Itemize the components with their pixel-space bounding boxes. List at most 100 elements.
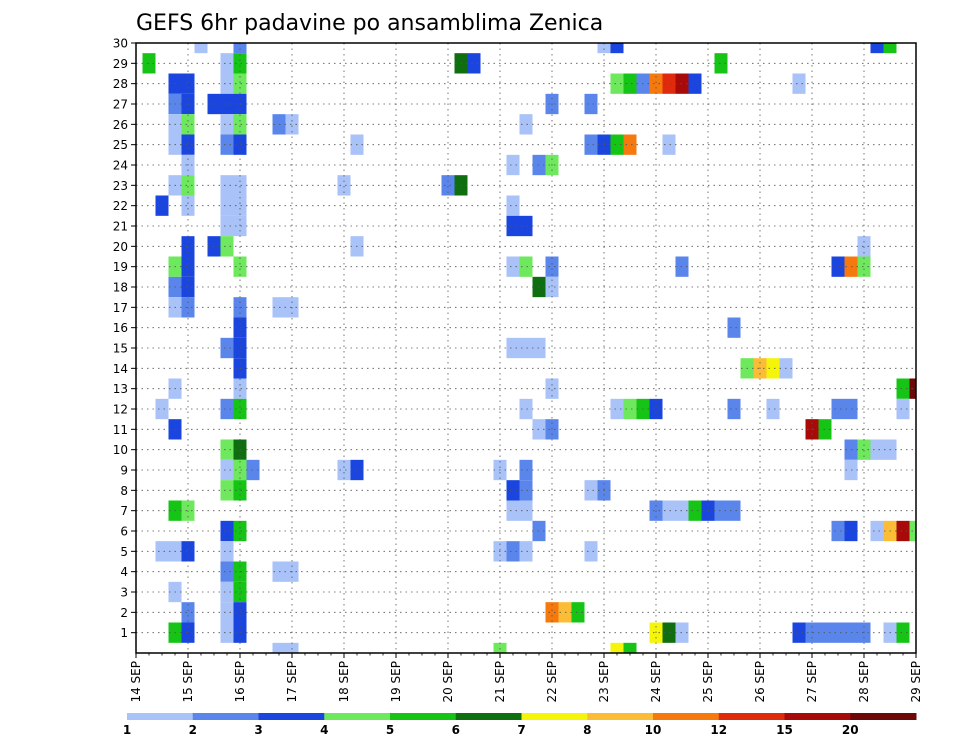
heatmap-cell <box>870 439 884 460</box>
x-axis: 14 SEP 15 SEP 16 SEP 17 SEP 18 SEP 19 SEP 20 S… <box>129 653 923 703</box>
heatmap-cell <box>714 500 728 521</box>
heatmap-cell <box>142 53 156 74</box>
heatmap-cell <box>727 398 741 420</box>
y-tick-label: 24 <box>113 159 128 173</box>
heatmap-cell <box>610 134 624 155</box>
heatmap-cell <box>766 358 780 379</box>
heatmap-cell <box>233 378 247 399</box>
heatmap-cell <box>337 175 351 196</box>
heatmap-cell <box>220 175 234 196</box>
heatmap-cell <box>220 520 234 542</box>
heatmap-cell <box>181 541 195 562</box>
x-tick-label: 19 SEP <box>389 661 403 703</box>
heatmap-cell <box>220 195 234 216</box>
heatmap-cell <box>831 398 845 420</box>
y-tick-label: 29 <box>113 57 128 71</box>
heatmap-cell <box>584 93 598 115</box>
heatmap-cell <box>714 53 728 74</box>
heatmap-cell <box>233 439 247 460</box>
heatmap-cell <box>441 175 455 196</box>
heatmap-cell <box>662 134 676 155</box>
heatmap-cell <box>233 398 247 420</box>
heatmap-cell <box>220 541 234 562</box>
heatmap-cell <box>506 215 520 237</box>
heatmap-cell <box>181 236 195 257</box>
heatmap-cell <box>220 93 234 115</box>
y-tick-label: 2 <box>120 606 128 620</box>
y-tick-label: 5 <box>120 545 128 559</box>
y-tick-label: 26 <box>113 118 128 132</box>
heatmap-cell <box>610 73 624 94</box>
heatmap-cell <box>545 602 559 623</box>
legend-swatch <box>587 713 654 720</box>
legend-label: 15 <box>776 723 793 737</box>
legend-label: 6 <box>452 723 460 737</box>
heatmap-cell <box>883 43 897 54</box>
heatmap-cell <box>233 581 247 603</box>
y-tick-label: 13 <box>113 382 128 396</box>
heatmap-cell <box>831 520 845 542</box>
heatmap-cell <box>220 73 234 94</box>
legend-label: 12 <box>710 723 727 737</box>
y-tick-label: 30 <box>113 37 128 51</box>
heatmap-cell <box>233 337 247 359</box>
heatmap-cell <box>181 256 195 277</box>
x-tick-label: 23 SEP <box>597 661 611 703</box>
x-tick-label: 21 SEP <box>493 661 507 703</box>
x-tick-label: 26 SEP <box>753 661 767 703</box>
heatmap-cell <box>766 398 780 420</box>
heatmap-cell <box>727 500 741 521</box>
heatmap-cell <box>688 73 702 94</box>
heatmap-cell <box>649 73 663 94</box>
y-tick-label: 6 <box>120 525 128 539</box>
heatmap-cell <box>623 134 637 155</box>
legend-swatch <box>258 713 325 720</box>
heatmap-cell <box>220 459 234 481</box>
legend-swatch <box>653 713 720 720</box>
heatmap-cell <box>870 43 884 54</box>
y-tick-label: 17 <box>113 301 128 315</box>
heatmap-cell <box>233 43 247 54</box>
heatmap-cell <box>337 459 351 481</box>
heatmap-cell <box>220 134 234 155</box>
y-tick-label: 23 <box>113 179 128 193</box>
heatmap-cell <box>519 459 533 481</box>
heatmap-cell <box>220 53 234 74</box>
x-tick-label: 25 SEP <box>701 661 715 703</box>
legend-label: 1 <box>123 723 131 737</box>
y-tick-label: 11 <box>113 423 128 437</box>
y-tick-label: 15 <box>113 342 128 356</box>
heatmap-cell <box>584 541 598 562</box>
x-tick-label: 27 SEP <box>805 661 819 703</box>
heatmap-cell <box>272 642 286 653</box>
heatmap-cell <box>857 256 871 277</box>
heatmap-cell <box>233 256 247 277</box>
heatmap-cell <box>610 642 624 653</box>
heatmap-cell <box>519 114 533 135</box>
chart-title: GEFS 6hr padavine po ansamblima Zenica <box>136 11 603 36</box>
heatmap-cell <box>571 602 585 623</box>
heatmap-cell <box>233 73 247 94</box>
y-tick-label: 9 <box>120 464 128 478</box>
heatmap-cell <box>506 337 520 359</box>
heatmap-cell <box>857 439 871 460</box>
heatmap-cell <box>688 500 702 521</box>
y-tick-label: 3 <box>120 586 128 600</box>
legend-swatch <box>455 713 522 720</box>
heatmap-cell <box>181 175 195 196</box>
heatmap-cell <box>896 378 910 399</box>
y-tick-label: 21 <box>113 220 128 234</box>
heatmap-cell <box>584 480 598 501</box>
heatmap-cell <box>623 642 637 653</box>
heatmap-cell <box>194 43 208 54</box>
heatmap-cell <box>181 114 195 135</box>
heatmap-cell <box>220 480 234 501</box>
heatmap-cell <box>545 276 559 298</box>
x-tick-label: 16 SEP <box>233 661 247 703</box>
legend-label: 3 <box>254 723 262 737</box>
heatmap-cell <box>597 43 611 54</box>
heatmap-cell <box>610 398 624 420</box>
y-tick-label: 28 <box>113 77 128 91</box>
heatmap-cell <box>233 134 247 155</box>
